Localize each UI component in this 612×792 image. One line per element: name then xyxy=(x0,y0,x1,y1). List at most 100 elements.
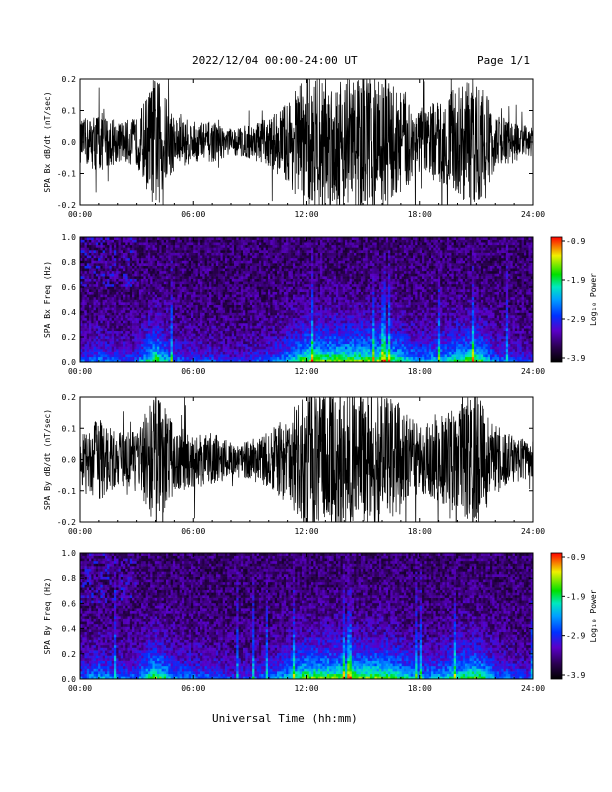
heatmap-cell xyxy=(154,263,158,266)
heatmap-cell xyxy=(82,283,85,287)
heatmap-cell xyxy=(161,359,165,363)
heatmap-cell xyxy=(179,351,183,355)
heatmap-cell xyxy=(123,312,126,316)
heatmap-cell xyxy=(227,351,230,355)
heatmap-cell xyxy=(224,252,228,256)
heatmap-cell xyxy=(118,354,122,358)
heatmap-cell xyxy=(256,257,260,261)
heatmap-cell xyxy=(234,346,237,350)
heatmap-cell xyxy=(161,276,165,279)
heatmap-cell xyxy=(100,320,103,324)
heatmap-cell xyxy=(220,283,223,287)
heatmap-cell xyxy=(143,257,146,261)
heatmap-cell xyxy=(308,250,312,253)
heatmap-cell xyxy=(145,351,149,355)
heatmap-cell xyxy=(297,260,300,264)
heatmap-cell xyxy=(258,341,262,345)
heatmap-cell xyxy=(206,286,210,290)
heatmap-cell xyxy=(252,296,255,300)
heatmap-cell xyxy=(186,341,190,345)
heatmap-cell xyxy=(218,289,221,292)
heatmap-cell xyxy=(206,359,210,363)
heatmap-cell xyxy=(184,291,187,295)
heatmap-cell xyxy=(89,320,92,324)
heatmap-cell xyxy=(168,307,171,311)
heatmap-cell xyxy=(161,294,165,298)
heatmap-cell xyxy=(123,315,126,319)
heatmap-cell xyxy=(102,343,106,347)
heatmap-cell xyxy=(116,252,119,256)
heatmap-cell xyxy=(161,247,165,251)
heatmap-cell xyxy=(292,263,296,266)
heatmap-cell xyxy=(138,289,142,292)
heatmap-cell xyxy=(254,276,257,279)
heatmap-cell xyxy=(129,354,133,358)
heatmap-cell xyxy=(116,304,119,308)
heatmap-cell xyxy=(86,346,90,350)
heatmap-cell xyxy=(249,273,253,277)
heatmap-cell xyxy=(129,255,133,259)
heatmap-cell xyxy=(84,359,88,363)
heatmap-cell xyxy=(292,242,296,246)
heatmap-cell xyxy=(184,265,187,269)
heatmap-cell xyxy=(288,325,291,329)
heatmap-cell xyxy=(166,255,169,259)
heatmap-cell xyxy=(170,351,174,355)
heatmap-cell xyxy=(231,265,235,269)
heatmap-cell xyxy=(184,346,187,350)
heatmap-cell xyxy=(279,346,282,350)
heatmap-cell xyxy=(120,250,124,253)
heatmap-cell xyxy=(306,356,310,360)
heatmap-cell xyxy=(161,252,165,256)
heatmap-cell xyxy=(95,299,99,303)
heatmap-cell xyxy=(238,320,242,324)
heatmap-cell xyxy=(227,278,230,282)
heatmap-cell xyxy=(181,307,185,311)
heatmap-cell xyxy=(308,312,312,316)
heatmap-cell xyxy=(188,281,192,285)
heatmap-cell xyxy=(95,283,99,287)
heatmap-cell xyxy=(125,322,128,326)
heatmap-cell xyxy=(95,286,99,290)
heatmap-cell xyxy=(256,356,260,360)
heatmap-cell xyxy=(181,330,185,334)
heatmap-cell xyxy=(304,302,307,305)
heatmap-cell xyxy=(168,299,171,303)
heatmap-cell xyxy=(238,335,242,339)
heatmap-cell xyxy=(286,276,289,279)
heatmap-cell xyxy=(202,315,205,319)
heatmap-cell xyxy=(245,333,248,337)
heatmap-cell xyxy=(281,338,285,342)
heatmap-cell xyxy=(120,255,124,259)
heatmap-cell xyxy=(132,268,135,272)
heatmap-cell xyxy=(134,260,137,264)
heatmap-cell xyxy=(188,283,192,287)
heatmap-cell xyxy=(143,281,146,285)
heatmap-cell xyxy=(301,312,305,316)
heatmap-cell xyxy=(238,341,242,345)
heatmap-cell xyxy=(136,359,140,363)
heatmap-cell xyxy=(197,328,201,332)
heatmap-cell xyxy=(141,315,144,319)
heatmap-cell xyxy=(84,257,88,261)
heatmap-cell xyxy=(195,283,199,287)
heatmap-cell xyxy=(193,265,196,269)
heatmap-cell xyxy=(249,255,253,259)
heatmap-cell xyxy=(163,283,167,287)
heatmap-cell xyxy=(202,341,205,345)
heatmap-cell xyxy=(147,304,151,308)
heatmap-cell xyxy=(111,296,115,300)
heatmap-cell xyxy=(211,239,214,243)
heatmap-cell xyxy=(277,328,280,332)
heatmap-cell xyxy=(245,343,248,347)
heatmap-cell xyxy=(247,250,251,253)
heatmap-cell xyxy=(254,309,257,313)
heatmap-cell xyxy=(306,237,310,240)
heatmap-cell xyxy=(211,281,214,285)
heatmap-cell xyxy=(268,346,271,350)
heatmap-cell xyxy=(125,359,128,363)
heatmap-cell xyxy=(231,341,235,345)
heatmap-cell xyxy=(215,325,219,329)
heatmap-cell xyxy=(172,346,176,350)
y-tick-label: 0.0 xyxy=(62,138,77,147)
